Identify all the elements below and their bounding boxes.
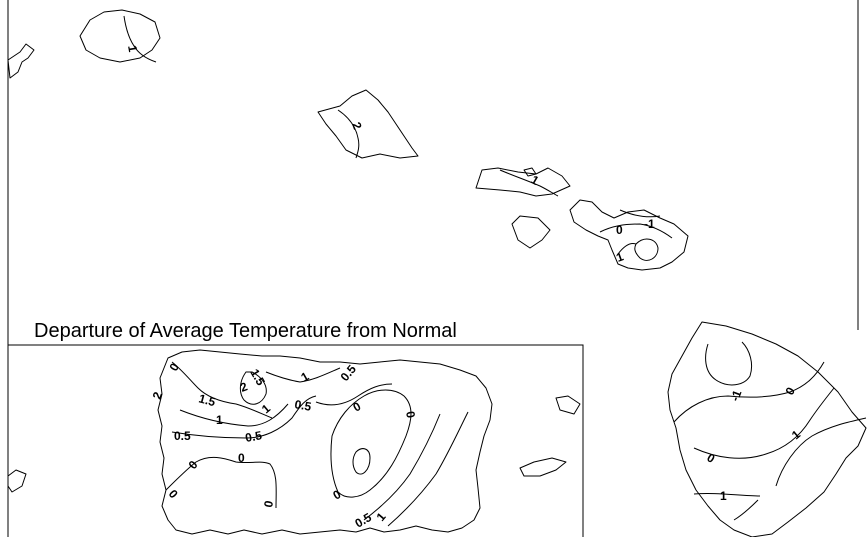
pr-label-0-southwest: 0 (186, 458, 201, 472)
oahu-island: 2 (317, 89, 419, 159)
pr-label-0.5-east: 0.5 (338, 362, 360, 384)
pr-label-1.5-west: 1.5 (197, 391, 217, 409)
pr-label-1-central: 1 (259, 401, 273, 416)
big-island: -1 0 1 0 1 (667, 321, 867, 537)
pr-label-0.5-north: 0.5 (293, 397, 312, 414)
contour-label-maui-neg1: -1 (644, 217, 655, 231)
contour-label-oahu: 2 (349, 120, 365, 131)
bi-label-1-east: 1 (789, 427, 803, 442)
lanai-island (511, 215, 551, 249)
contour-label-maui-1: 1 (614, 249, 625, 265)
map-title: Departure of Average Temperature from No… (34, 320, 457, 342)
pr-label-0-far-west: 0 (166, 487, 181, 501)
puerto-rico-panel: 0 2 1.5 1.5 2 1 1 0.5 0.5 0.5 0.5 1 0 0 … (7, 344, 584, 537)
pr-label-0.5-south: 0.5 (244, 428, 263, 445)
pr-label-0-east-north: 0 (351, 399, 364, 415)
niihau-island (7, 43, 35, 79)
bi-label-1-south: 1 (720, 489, 727, 503)
contour-label-kauai: 1 (125, 44, 140, 53)
pr-label-2-west: 2 (150, 390, 166, 401)
pr-label-1-west: 1 (216, 413, 223, 427)
pr-label-0-south: 0 (238, 451, 245, 465)
pr-label-0.5-west: 0.5 (174, 429, 191, 443)
contour-label-maui-0: 0 (616, 223, 623, 237)
pr-label-1-southeast: 1 (374, 510, 389, 524)
pr-label-2-central: 2 (238, 379, 249, 395)
pr-label-0-west: 0 (166, 360, 182, 373)
molokai-island: 1 (475, 167, 571, 197)
bi-label-0-north: 0 (782, 384, 798, 397)
pr-label-0-south-central: 0 (261, 499, 276, 508)
maui-island: 0 -1 1 (569, 199, 689, 271)
kauai-island: 1 (79, 9, 161, 63)
bi-label-neg1: -1 (728, 388, 745, 403)
pr-label-0-east: 0 (403, 410, 418, 419)
pr-label-0.5-southeast: 0.5 (353, 510, 375, 531)
